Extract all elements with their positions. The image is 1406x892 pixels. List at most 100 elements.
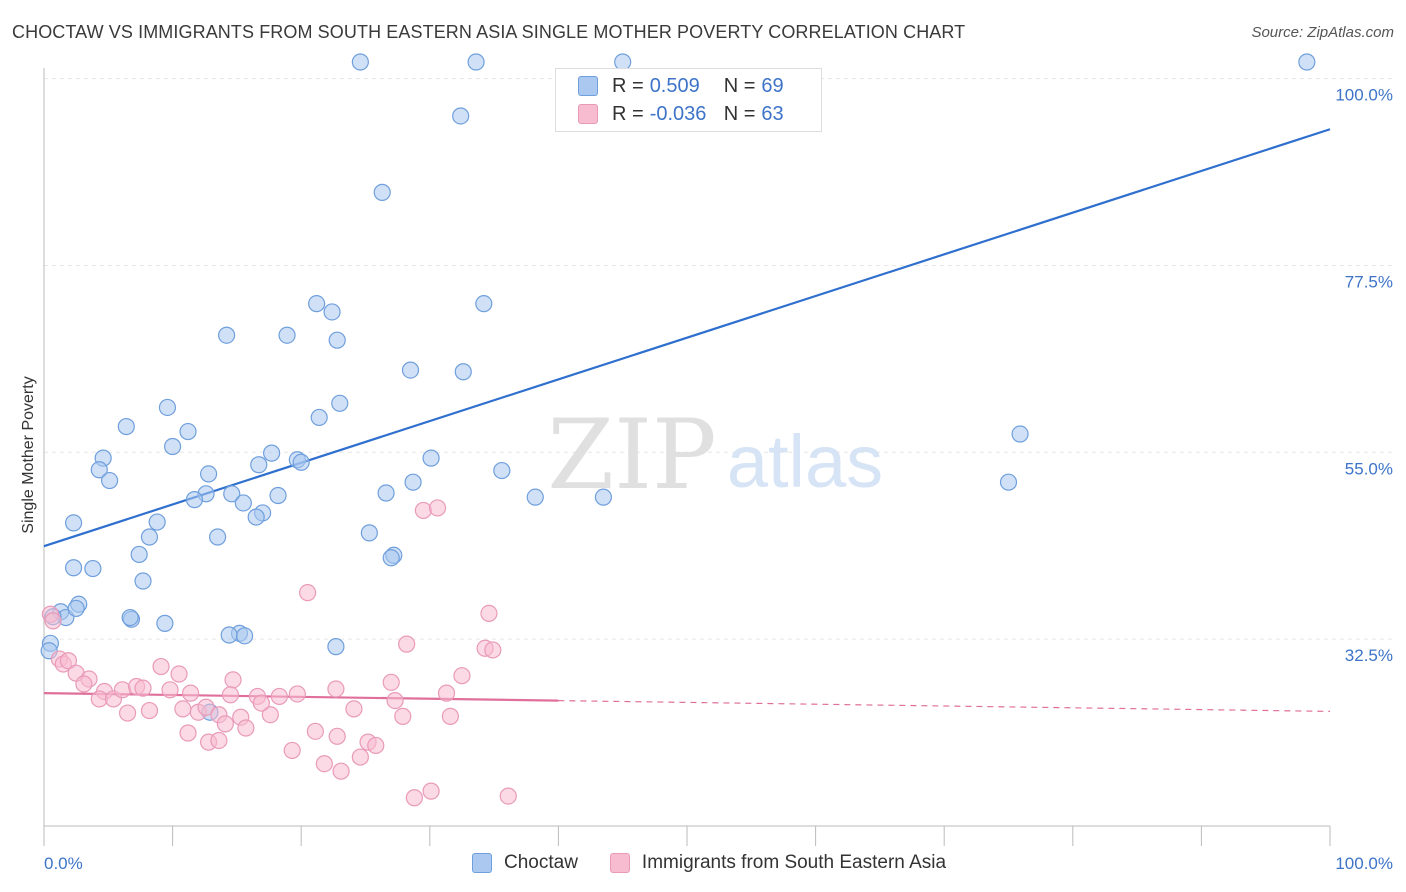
immigrants-point xyxy=(422,782,440,800)
choctaw-point xyxy=(452,107,470,125)
immigrants-swatch xyxy=(609,853,630,873)
choctaw-point xyxy=(422,449,440,467)
y-tick-label: 55.0% xyxy=(1345,459,1393,478)
immigrants-point xyxy=(306,722,324,740)
choctaw-point xyxy=(220,626,238,644)
immigrants-point xyxy=(428,499,447,517)
choctaw-point xyxy=(526,488,544,506)
immigrants-point xyxy=(140,701,159,720)
immigrants-point xyxy=(499,787,517,805)
choctaw-point xyxy=(148,513,166,531)
r-label: R = xyxy=(612,74,644,97)
choctaw-point xyxy=(377,484,395,502)
choctaw-point xyxy=(1011,425,1029,443)
immigrants-point xyxy=(134,679,152,697)
n-label: N = xyxy=(723,74,756,97)
choctaw-point xyxy=(236,627,254,645)
choctaw-point xyxy=(156,614,174,632)
immigrants-point xyxy=(118,704,137,722)
immigrants-point xyxy=(328,727,346,745)
immigrants-point xyxy=(414,501,432,520)
legend-label-choctaw: Choctaw xyxy=(504,852,578,873)
immigrants-point xyxy=(59,652,78,670)
choctaw-point xyxy=(223,485,241,503)
choctaw-point xyxy=(84,559,102,578)
choctaw-point xyxy=(1298,53,1316,71)
legend-label-immigrants: Immigrants from South Eastern Asia xyxy=(641,852,947,873)
legend-item-choctaw[interactable]: Choctaw xyxy=(472,852,578,874)
immigrants-point xyxy=(179,724,197,742)
y-tick-label: 32.5% xyxy=(1345,646,1393,665)
immigrants-swatch xyxy=(578,104,598,124)
y-tick-label: 77.5% xyxy=(1345,272,1393,291)
choctaw-point xyxy=(278,326,296,344)
choctaw-point xyxy=(310,408,328,427)
source-label: Source: ZipAtlas.com xyxy=(1251,24,1394,41)
choctaw-point xyxy=(493,461,511,480)
x-tick-label: 0.0% xyxy=(44,854,83,873)
watermark-atlas: atlas xyxy=(727,420,883,503)
r-value: -0.036 xyxy=(649,102,707,125)
choctaw-point xyxy=(64,514,83,532)
choctaw-point xyxy=(117,417,135,436)
choctaw-point xyxy=(999,473,1018,491)
choctaw-point xyxy=(234,494,252,512)
immigrants-point xyxy=(453,667,471,685)
choctaw-point xyxy=(185,491,204,509)
choctaw-point xyxy=(218,326,236,344)
legend-item-immigrants[interactable]: Immigrants from South Eastern Asia xyxy=(609,852,947,874)
immigrants-point xyxy=(299,584,317,602)
choctaw-point xyxy=(454,363,472,381)
choctaw-point xyxy=(134,572,152,590)
immigrants-point xyxy=(437,684,456,702)
choctaw-point xyxy=(200,465,218,483)
immigrants-point xyxy=(480,604,498,623)
choctaw-point xyxy=(269,486,287,505)
immigrants-point xyxy=(161,681,179,699)
stats-legend-row-immigrants: R = -0.036 N = 63 xyxy=(578,100,784,128)
immigrants-point xyxy=(252,694,270,712)
choctaw-point xyxy=(328,331,346,349)
choctaw-swatch xyxy=(472,853,492,873)
choctaw-point xyxy=(327,638,345,656)
immigrants-point xyxy=(351,748,369,766)
y-tick-label: 100.0% xyxy=(1335,86,1393,105)
choctaw-point xyxy=(404,473,422,491)
immigrants-point xyxy=(315,755,333,773)
immigrants-point xyxy=(152,657,170,676)
immigrants-trend-line-dashed xyxy=(558,700,1331,712)
chart-title: CHOCTAW VS IMMIGRANTS FROM SOUTH EASTERN… xyxy=(12,22,966,42)
immigrants-point xyxy=(484,641,502,659)
immigrants-point xyxy=(382,673,400,691)
choctaw-point xyxy=(140,528,159,546)
immigrants-point xyxy=(398,635,416,653)
axes xyxy=(43,68,1331,846)
immigrants-point xyxy=(394,707,412,725)
immigrants-point xyxy=(345,700,363,718)
choctaw-point xyxy=(67,599,85,618)
choctaw-point xyxy=(467,53,485,71)
immigrants-point xyxy=(441,707,459,725)
choctaw-point xyxy=(209,528,227,546)
choctaw-trend-line xyxy=(43,128,1331,548)
immigrants-point xyxy=(170,665,188,683)
choctaw-point xyxy=(401,361,420,379)
grid-lines xyxy=(44,78,1394,640)
choctaw-point xyxy=(130,545,148,564)
data-points xyxy=(40,53,1316,807)
choctaw-swatch xyxy=(578,76,598,96)
choctaw-point xyxy=(90,461,108,479)
choctaw-point xyxy=(121,608,139,627)
immigrants-point xyxy=(224,671,242,689)
stats-legend-row-choctaw: R = 0.509 N = 69 xyxy=(578,72,784,100)
choctaw-point xyxy=(594,488,613,506)
choctaw-point xyxy=(475,295,493,313)
tick-labels: 32.5% 55.0% 77.5% 100.0% 0.0% 100.0% xyxy=(44,86,1393,873)
n-value: 63 xyxy=(761,102,784,125)
choctaw-point xyxy=(351,53,369,71)
choctaw-point xyxy=(360,524,378,542)
choctaw-point xyxy=(331,394,349,412)
series-legend: Choctaw Immigrants from South Eastern As… xyxy=(472,852,978,874)
immigrants-point xyxy=(182,684,200,702)
choctaw-point xyxy=(308,295,326,313)
